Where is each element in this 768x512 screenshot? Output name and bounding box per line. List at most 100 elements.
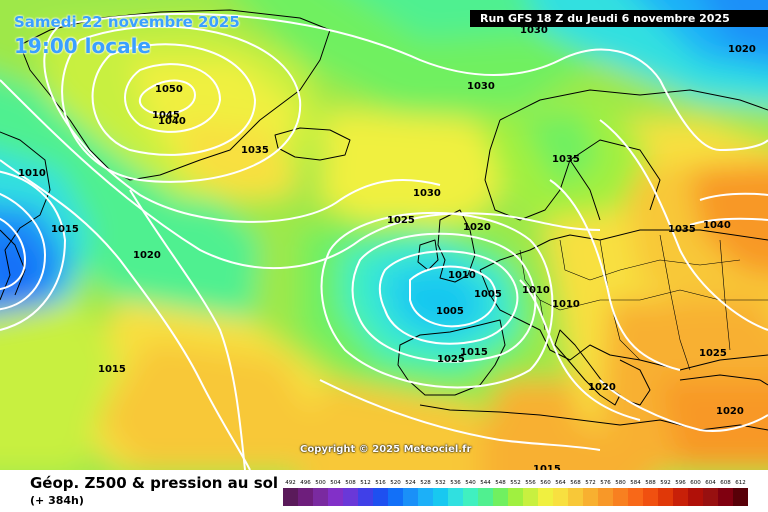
scale-label: 548: [495, 480, 506, 486]
scale-swatch: [448, 488, 463, 506]
isobar-label: 1040: [703, 220, 731, 231]
scale-swatch: [328, 488, 343, 506]
isobar-label: 1035: [241, 145, 269, 156]
forecast-time: 19:00 locale: [14, 34, 151, 58]
scale-label: 572: [585, 480, 596, 486]
geopotential-field: [0, 0, 768, 470]
scale-swatch: [703, 488, 718, 506]
scale-label: 496: [300, 480, 311, 486]
scale-swatch: [523, 488, 538, 506]
scale-label: 540: [465, 480, 476, 486]
isobar-label: 1010: [522, 285, 550, 296]
scale-swatch: [283, 488, 298, 506]
scale-label: 500: [315, 480, 326, 486]
scale-label: 492: [285, 480, 296, 486]
isobar-label: 1030: [520, 25, 548, 36]
isobar-label: 1005: [436, 306, 464, 317]
footer-bar: Géop. Z500 & pression au sol (+ 384h) 49…: [0, 470, 768, 512]
scale-label: 608: [720, 480, 731, 486]
isobar-label: 1035: [552, 154, 580, 165]
scale-label: 520: [390, 480, 401, 486]
scale-label: 592: [660, 480, 671, 486]
scale-label: 512: [360, 480, 371, 486]
forecast-date: Samedi 22 novembre 2025: [14, 13, 240, 31]
isobar-label: 1045: [152, 110, 180, 121]
scale-swatch: [343, 488, 358, 506]
scale-swatch: [688, 488, 703, 506]
scale-swatch: [313, 488, 328, 506]
scale-label: 556: [525, 480, 536, 486]
scale-swatch: [538, 488, 553, 506]
isobar-label: 1015: [51, 224, 79, 235]
scale-swatch: [628, 488, 643, 506]
scale-label: 560: [540, 480, 551, 486]
scale-label: 604: [705, 480, 716, 486]
isobar-label: 1035: [668, 224, 696, 235]
scale-label: 564: [555, 480, 566, 486]
scale-swatch: [643, 488, 658, 506]
scale-swatch: [403, 488, 418, 506]
scale-label: 524: [405, 480, 416, 486]
scale-label: 580: [615, 480, 626, 486]
scale-label: 536: [450, 480, 461, 486]
scale-label: 596: [675, 480, 686, 486]
coastlines: [0, 9, 768, 431]
scale-swatch: [463, 488, 478, 506]
isobar-label: 1040: [158, 116, 186, 127]
isobar-label: 1020: [133, 250, 161, 261]
scale-swatch: [583, 488, 598, 506]
scale-swatch: [493, 488, 508, 506]
isobars: [0, 12, 768, 470]
scale-swatch: [478, 488, 493, 506]
scale-label: 600: [690, 480, 701, 486]
scale-swatch: [673, 488, 688, 506]
scale-label: 528: [420, 480, 431, 486]
isobar-label: 1010: [552, 299, 580, 310]
scale-label: 584: [630, 480, 641, 486]
isobar-label: 1025: [437, 354, 465, 365]
scale-label: 508: [345, 480, 356, 486]
scale-swatch: [388, 488, 403, 506]
scale-swatch: [568, 488, 583, 506]
isobar-label: 1015: [98, 364, 126, 375]
isobar-label: 1030: [467, 81, 495, 92]
isobar-label: 1015: [460, 347, 488, 358]
scale-label: 504: [330, 480, 341, 486]
isobar-label: 1020: [728, 44, 756, 55]
scale-swatch: [298, 488, 313, 506]
scale-label: 516: [375, 480, 386, 486]
model-run-label: Run GFS 18 Z du Jeudi 6 novembre 2025: [470, 10, 768, 27]
copyright-notice: Copyright © 2025 Meteociel.fr: [300, 444, 472, 455]
scale-label: 576: [600, 480, 611, 486]
isobar-label: 1050: [155, 84, 183, 95]
scale-swatch: [433, 488, 448, 506]
lead-time: (+ 384h): [30, 494, 84, 507]
scale-swatch: [658, 488, 673, 506]
isobar-label: 1010: [448, 270, 476, 281]
isobar-label: 1025: [699, 348, 727, 359]
isobar-labels: 1050 1045 1040 1035 1030 1030 1035 1030 …: [18, 25, 756, 470]
isobar-label: 1020: [463, 222, 491, 233]
scale-label: 544: [480, 480, 491, 486]
scale-label: 532: [435, 480, 446, 486]
scale-swatch: [598, 488, 613, 506]
scale-label: 568: [570, 480, 581, 486]
isobar-label: 1010: [18, 168, 46, 179]
color-scale: 492 496 500 504 508 512 516 520 524 528 532 536 540 5…: [283, 480, 748, 506]
isobar-label: 1030: [413, 188, 441, 199]
isobar-label: 1020: [716, 406, 744, 417]
isobar-label: 1025: [387, 215, 415, 226]
scale-swatch: [508, 488, 523, 506]
scale-swatch: [358, 488, 373, 506]
scale-label: 612: [735, 480, 746, 486]
scale-swatch: [613, 488, 628, 506]
scale-swatch: [373, 488, 388, 506]
isobar-label: 1015: [533, 464, 561, 470]
weather-map: 1050 1045 1040 1035 1030 1030 1035 1030 …: [0, 0, 768, 470]
product-title: Géop. Z500 & pression au sol: [30, 474, 279, 492]
scale-swatch: [553, 488, 568, 506]
scale-swatch: [718, 488, 733, 506]
isobar-label: 1020: [588, 382, 616, 393]
scale-swatch: [733, 488, 748, 506]
scale-label: 588: [645, 480, 656, 486]
